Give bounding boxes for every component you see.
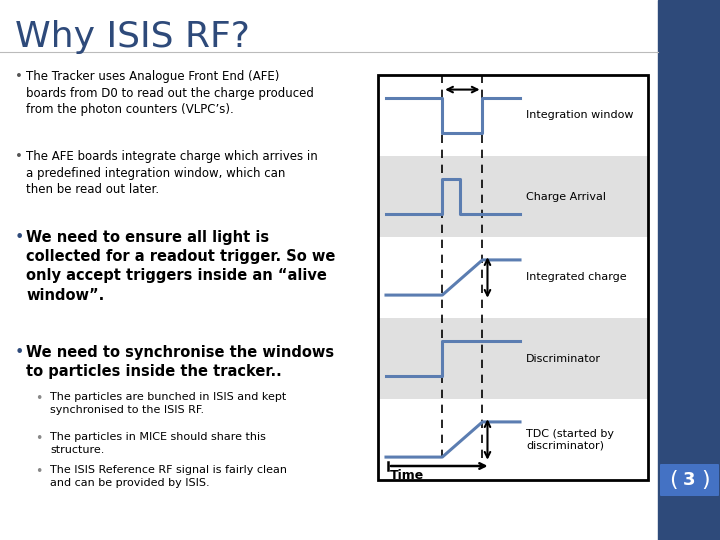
- Bar: [378, 318, 648, 399]
- Text: Charge Arrival: Charge Arrival: [526, 192, 606, 201]
- Text: Discriminator: Discriminator: [526, 354, 601, 363]
- Text: The ISIS Reference RF signal is fairly clean
and can be provided by ISIS.: The ISIS Reference RF signal is fairly c…: [50, 465, 287, 488]
- Text: •: •: [15, 345, 24, 360]
- Text: •: •: [35, 392, 42, 405]
- Text: We need to ensure all light is
collected for a readout trigger. So we
only accep: We need to ensure all light is collected…: [26, 230, 336, 302]
- Bar: [378, 237, 648, 318]
- Text: (: (: [669, 470, 678, 490]
- Text: Integration window: Integration window: [526, 111, 634, 120]
- Text: The particles in MICE should share this
structure.: The particles in MICE should share this …: [50, 432, 266, 455]
- Text: •: •: [15, 230, 24, 245]
- Bar: [378, 75, 648, 480]
- Text: The particles are bunched in ISIS and kept
synchronised to the ISIS RF.: The particles are bunched in ISIS and ke…: [50, 392, 287, 415]
- Bar: [378, 75, 648, 156]
- Text: •: •: [35, 465, 42, 478]
- Text: 3: 3: [683, 471, 696, 489]
- Bar: [658, 0, 720, 540]
- Text: Why ISIS RF?: Why ISIS RF?: [15, 20, 250, 54]
- Text: •: •: [15, 150, 23, 163]
- FancyBboxPatch shape: [660, 464, 719, 496]
- Bar: [378, 156, 648, 237]
- Text: Integrated charge: Integrated charge: [526, 273, 626, 282]
- Text: We need to synchronise the windows
to particles inside the tracker..: We need to synchronise the windows to pa…: [26, 345, 334, 379]
- Text: The Tracker uses Analogue Front End (AFE)
boards from D0 to read out the charge : The Tracker uses Analogue Front End (AFE…: [26, 70, 314, 116]
- Bar: [378, 399, 648, 480]
- Text: •: •: [15, 70, 23, 83]
- Text: TDC (started by
discriminator): TDC (started by discriminator): [526, 429, 614, 450]
- Text: ): ): [701, 470, 710, 490]
- Text: The AFE boards integrate charge which arrives in
a predefined integration window: The AFE boards integrate charge which ar…: [26, 150, 318, 196]
- Text: Time: Time: [390, 469, 424, 482]
- Text: •: •: [35, 432, 42, 445]
